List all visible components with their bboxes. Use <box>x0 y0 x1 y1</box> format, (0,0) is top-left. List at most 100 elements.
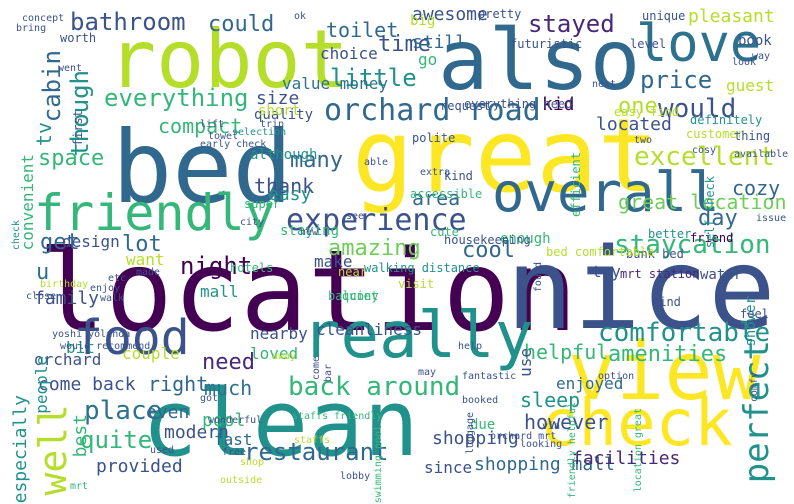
cloud-word: nice <box>506 225 776 355</box>
cloud-word: since <box>424 458 473 477</box>
cloud-word: amenities <box>608 342 728 367</box>
cloud-word: need <box>202 350 255 375</box>
cloud-word: restaurant <box>244 438 389 466</box>
cloud-word: went <box>58 63 83 74</box>
cloud-word: city <box>240 217 265 228</box>
cloud-word: use <box>516 348 535 377</box>
cloud-word: friend <box>690 231 734 245</box>
cloud-word: value money <box>282 74 388 93</box>
cloud-word: fast <box>214 430 253 449</box>
cloud-word: near <box>338 265 367 279</box>
cloud-word: see <box>346 211 365 222</box>
cloud-word: quiet <box>342 289 379 303</box>
cloud-word: little <box>330 64 417 92</box>
cloud-word: mrt station <box>620 267 700 281</box>
cloud-word: new <box>300 227 319 238</box>
cloud-word: worth <box>60 31 97 45</box>
cloud-word: accessible <box>410 187 483 201</box>
cloud-word: used <box>150 445 175 456</box>
cloud-word: size <box>256 88 300 109</box>
cloud-word: really <box>302 299 534 373</box>
cloud-word: housekeeping <box>444 233 531 247</box>
cloud-word: kind <box>444 169 473 183</box>
cloud-word: walk <box>100 293 125 304</box>
cloud-word: able <box>364 157 389 168</box>
cloud-word: help <box>458 341 483 352</box>
cloud-word: would <box>658 94 737 124</box>
cloud-word: night <box>180 252 253 280</box>
cloud-word: location great <box>633 408 644 493</box>
cloud-word: lot <box>122 232 162 257</box>
cloud-word: got <box>200 393 219 404</box>
cloud-word: staying <box>280 223 340 239</box>
cloud-word: balcony <box>328 289 379 303</box>
cloud-word: place <box>84 396 163 426</box>
cloud-word: request <box>440 99 491 113</box>
cloud-word: mrt <box>70 481 89 492</box>
cloud-word: go <box>418 50 438 69</box>
cloud-word: easy <box>268 184 312 205</box>
cloud-word: make <box>314 252 353 271</box>
cloud-word: water <box>700 267 743 283</box>
cloud-word: everything need <box>464 97 573 111</box>
cloud-word: outside <box>220 475 263 486</box>
cloud-word: first <box>71 110 85 147</box>
cloud-word: enough <box>500 231 551 247</box>
cloud-word: free <box>222 447 247 458</box>
cloud-word: shopping <box>432 428 519 449</box>
cloud-word: space <box>38 146 105 171</box>
cloud-word: staffs <box>294 435 331 446</box>
cloud-word: food <box>74 310 190 366</box>
cloud-word: made <box>136 267 161 278</box>
cloud-word: concept <box>22 13 65 24</box>
cloud-word: ok <box>294 11 307 22</box>
cloud-word: excellent <box>634 142 775 172</box>
cloud-word: yoshi yolanda <box>52 329 131 340</box>
cloud-word: area <box>412 186 461 210</box>
cloud-word: quite <box>80 426 153 454</box>
cloud-word: shop <box>240 457 265 468</box>
cloud-word: found <box>533 262 544 293</box>
cloud-word: orchard <box>34 350 102 369</box>
cloud-word: booked <box>462 395 499 406</box>
cloud-word: issue <box>756 213 787 224</box>
cloud-word: one <box>618 94 658 119</box>
cloud-word: towel <box>208 131 239 142</box>
cloud-word: better <box>648 227 692 241</box>
cloud-word: lobby <box>340 471 371 482</box>
cloud-word: polite <box>412 131 456 145</box>
cloud-word: walking distance <box>364 261 480 275</box>
cloud-word: kid <box>542 94 575 115</box>
cloud-word: awesome <box>412 4 488 25</box>
cloud-word: family <box>34 288 100 309</box>
cloud-word: bunk bed <box>626 247 684 261</box>
cloud-word: come back <box>38 374 136 395</box>
cloud-word: available <box>734 149 789 160</box>
cloud-word: amazing <box>328 236 421 261</box>
cloud-word: quality <box>254 107 314 123</box>
cloud-word: experience <box>286 203 467 238</box>
cloud-word: bed <box>112 109 293 226</box>
cloud-word: friendly <box>34 184 275 242</box>
cloud-word: orchard mrt <box>490 431 557 442</box>
cloud-word: overall <box>492 161 720 224</box>
cloud-word: wonderful <box>208 415 263 426</box>
cloud-word: couple <box>122 344 180 363</box>
cloud-word: cute <box>430 225 459 239</box>
cloud-word: try <box>592 262 621 281</box>
cloud-word: could <box>208 12 275 37</box>
cloud-word: customer <box>686 127 744 141</box>
cloud-word: clean <box>142 370 419 477</box>
cloud-word: comfortable <box>598 318 771 348</box>
cloud-word: cozy <box>732 176 781 200</box>
cloud-word: guest <box>726 76 775 95</box>
cloud-word: trip <box>260 119 285 130</box>
cloud-word: way <box>752 51 771 62</box>
cloud-word: many <box>290 148 343 173</box>
cloud-word: robot <box>108 13 349 106</box>
cloud-word: right <box>148 372 209 396</box>
cloud-word: feel <box>740 307 769 321</box>
cloud-word: extra <box>420 167 451 178</box>
cloud-word: cosy <box>692 145 717 156</box>
